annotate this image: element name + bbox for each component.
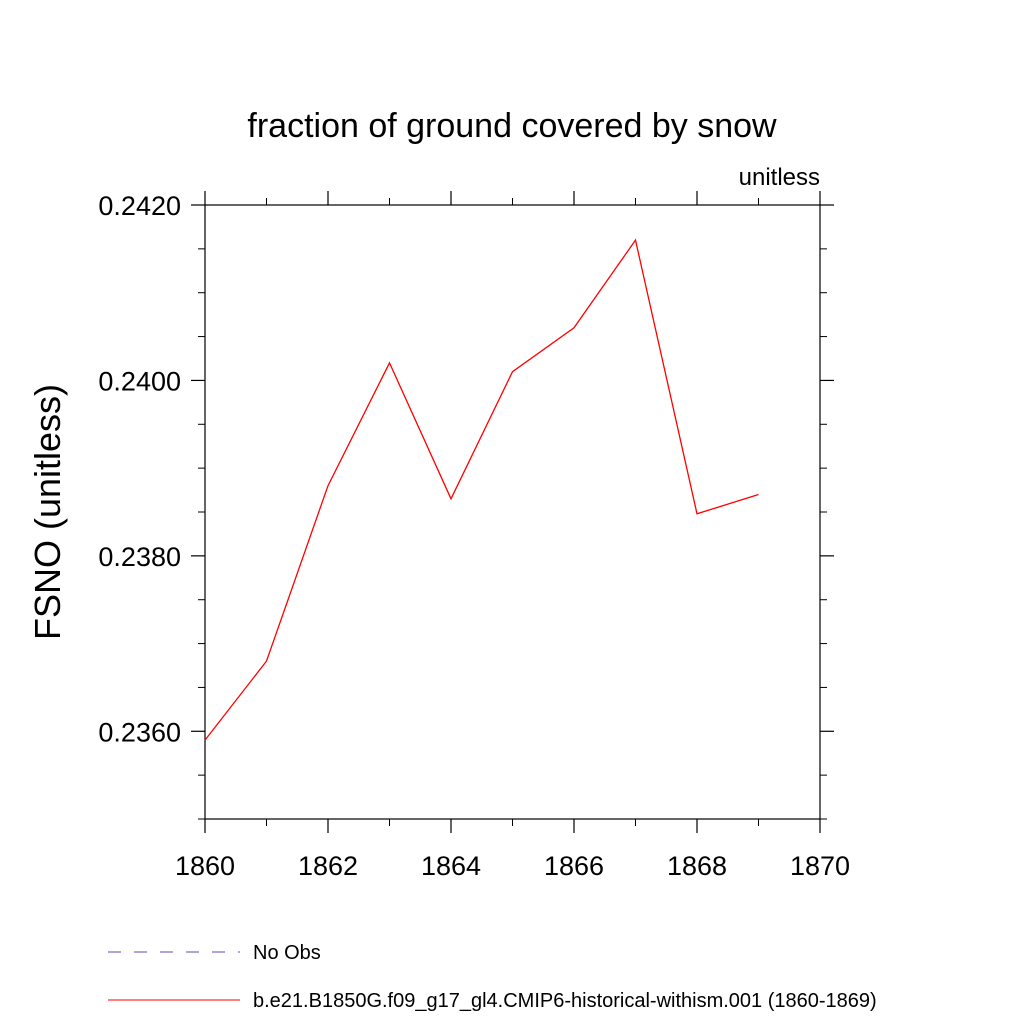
- plot-frame: [204, 204, 821, 820]
- y-axis: 0.2360 0.2380 0.2400 0.2420: [98, 191, 834, 820]
- series-layer: [204, 238, 759, 741]
- legend-label: b.e21.B1850G.f09_g17_gl4.CMIP6-historica…: [253, 990, 877, 1012]
- legend-label: No Obs: [253, 942, 321, 964]
- y-tick-label: 0.2360: [98, 717, 181, 747]
- x-tick-label: 1864: [421, 851, 481, 881]
- y-axis-label: FSNO (unitless): [27, 384, 68, 640]
- units-label: unitless: [739, 164, 820, 191]
- series-line: [204, 238, 759, 741]
- x-tick-label: 1866: [544, 851, 604, 881]
- x-tick-label: 1860: [175, 851, 235, 881]
- y-tick-label: 0.2400: [98, 366, 181, 396]
- x-tick-label: 1868: [667, 851, 727, 881]
- y-tick-label: 0.2380: [98, 542, 181, 572]
- chart-title: fraction of ground covered by snow: [247, 107, 777, 145]
- x-tick-label: 1870: [790, 851, 850, 881]
- y-tick-label: 0.2420: [98, 191, 181, 221]
- x-axis: 1860 1862 1864 1866 1868 1870: [175, 191, 850, 881]
- legend: No Obs b.e21.B1850G.f09_g17_gl4.CMIP6-his…: [108, 942, 877, 1012]
- x-tick-label: 1862: [298, 851, 358, 881]
